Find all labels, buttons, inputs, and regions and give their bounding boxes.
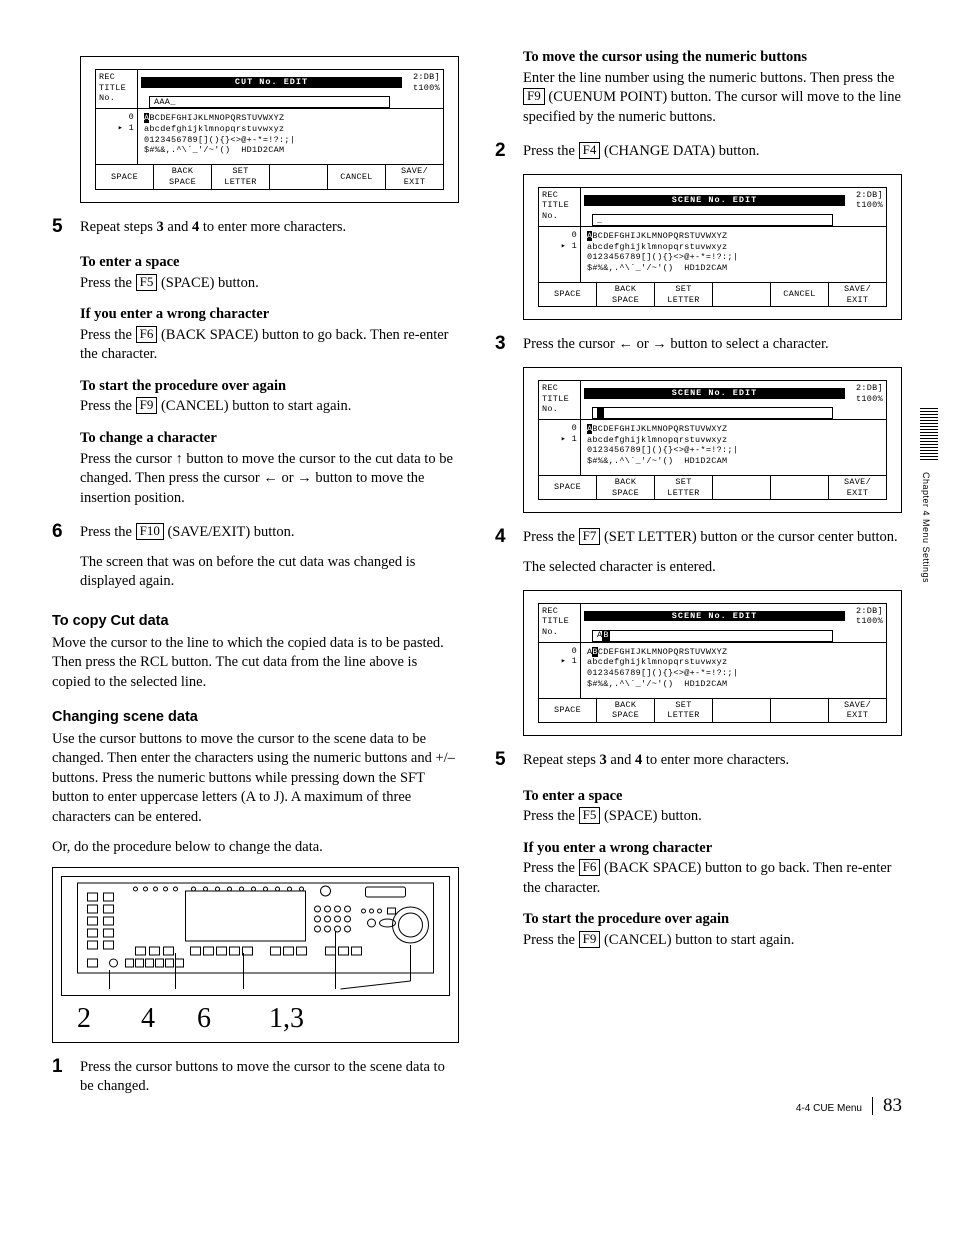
chapter-label: Chapter 4 Menu Settings <box>920 472 932 583</box>
key-f9: F9 <box>136 397 158 414</box>
lcd-softkeys: SPACE BACK SPACE SET LETTER CANCEL SAVE/… <box>96 165 443 188</box>
step-2: 2 Press the F4 (CHANGE DATA) button. <box>495 141 902 166</box>
panel-illustration <box>66 881 445 991</box>
lcd-character-grid: ABCDEFGHIJKLMNOPQRSTUVWXYZ abcdefghijklm… <box>138 109 443 164</box>
key-f7: F7 <box>579 528 601 545</box>
key-f6: F6 <box>136 326 158 343</box>
step-1: 1 Press the cursor buttons to move the c… <box>52 1057 459 1101</box>
step-6: 6 Press the F10 (SAVE/EXIT) button. The … <box>52 522 459 596</box>
heading-wrong-char-r: If you enter a wrong character <box>523 839 902 859</box>
text-changing-scene-2: Or, do the procedure below to change the… <box>52 838 459 858</box>
arrow-up-icon: ↑ <box>175 451 182 467</box>
lcd-figure-scene-edit-3: REC TITLE No. SCENE No. EDIT 2:DB] t100%… <box>523 590 902 737</box>
chapter-tab: Chapter 4 Menu Settings <box>920 408 938 583</box>
text-move-cursor: Enter the line number using the numeric … <box>523 69 902 128</box>
text-copy-cut: Move the cursor to the line to which the… <box>52 634 459 693</box>
right-column: To move the cursor using the numeric but… <box>495 48 902 1107</box>
heading-change-char: To change a character <box>80 429 459 449</box>
softkey-backspace: BACK SPACE <box>154 165 212 188</box>
key-f6: F6 <box>579 859 601 876</box>
lcd-figure-scene-edit-2: REC TITLE No. SCENE No. EDIT 2:DB] t100%… <box>523 367 902 514</box>
key-f5: F5 <box>579 807 601 824</box>
footer-section: 4-4 CUE Menu <box>796 1102 862 1116</box>
step-3: 3 Press the cursor ← or → button to sele… <box>495 334 902 359</box>
step-5: 5 Repeat steps 3 and 4 to enter more cha… <box>52 217 459 242</box>
heading-restart-r: To start the procedure over again <box>523 910 902 930</box>
heading-restart: To start the procedure over again <box>80 377 459 397</box>
hardware-panel-figure: 2 4 6 1,3 <box>52 867 459 1043</box>
key-f9: F9 <box>523 88 545 105</box>
key-f5: F5 <box>136 274 158 291</box>
left-column: REC TITLE No. CUT No. EDIT 2:DB] t100% A… <box>52 48 459 1107</box>
heading-copy-cut: To copy Cut data <box>52 612 459 632</box>
softkey-empty <box>270 165 328 188</box>
softkey-setletter: SET LETTER <box>212 165 270 188</box>
lcd-left-head: REC TITLE No. <box>96 70 138 108</box>
key-f9: F9 <box>579 931 601 948</box>
thumb-index-icon <box>920 408 938 466</box>
arrow-left-icon: ← <box>618 336 633 352</box>
page-footer: 4-4 CUE Menu 83 <box>796 1093 902 1119</box>
page-number: 83 <box>883 1093 902 1119</box>
lcd-figure-cut-edit: REC TITLE No. CUT No. EDIT 2:DB] t100% A… <box>80 56 459 203</box>
softkey-cancel: CANCEL <box>328 165 386 188</box>
lcd-edit-field: AAA_ <box>149 96 390 108</box>
softkey-space: SPACE <box>96 165 154 188</box>
footer-separator <box>872 1097 873 1115</box>
text-restart: Press the F9 (CANCEL) button to start ag… <box>80 397 459 417</box>
lcd-title: CUT No. EDIT <box>141 77 402 88</box>
softkey-save: SAVE/ EXIT <box>386 165 443 188</box>
step-4: 4 Press the F7 (SET LETTER) button or th… <box>495 527 902 581</box>
lcd-meta: 2:DB] t100% <box>402 72 440 93</box>
arrow-right-icon: → <box>652 336 667 352</box>
text-enter-space: Press the F5 (SPACE) button. <box>80 274 459 294</box>
heading-enter-space: To enter a space <box>80 253 459 273</box>
heading-enter-space-r: To enter a space <box>523 787 902 807</box>
arrow-right-icon: → <box>297 470 312 486</box>
panel-callout-labels: 2 4 6 1,3 <box>61 996 450 1038</box>
heading-wrong-char: If you enter a wrong character <box>80 305 459 325</box>
lcd-row-numbers: 0 ▸ 1 <box>96 109 138 164</box>
heading-changing-scene: Changing scene data <box>52 708 459 728</box>
step-5-right: 5 Repeat steps 3 and 4 to enter more cha… <box>495 750 902 775</box>
text-wrong-char: Press the F6 (BACK SPACE) button to go b… <box>80 326 459 365</box>
text-changing-scene-1: Use the cursor buttons to move the curso… <box>52 730 459 828</box>
text-change-char: Press the cursor ↑ button to move the cu… <box>80 450 459 509</box>
arrow-left-icon: ← <box>263 470 278 486</box>
key-f10: F10 <box>136 523 164 540</box>
heading-move-cursor: To move the cursor using the numeric but… <box>523 48 902 68</box>
key-f4: F4 <box>579 142 601 159</box>
lcd-figure-scene-edit-1: REC TITLE No. SCENE No. EDIT 2:DB] t100%… <box>523 174 902 321</box>
